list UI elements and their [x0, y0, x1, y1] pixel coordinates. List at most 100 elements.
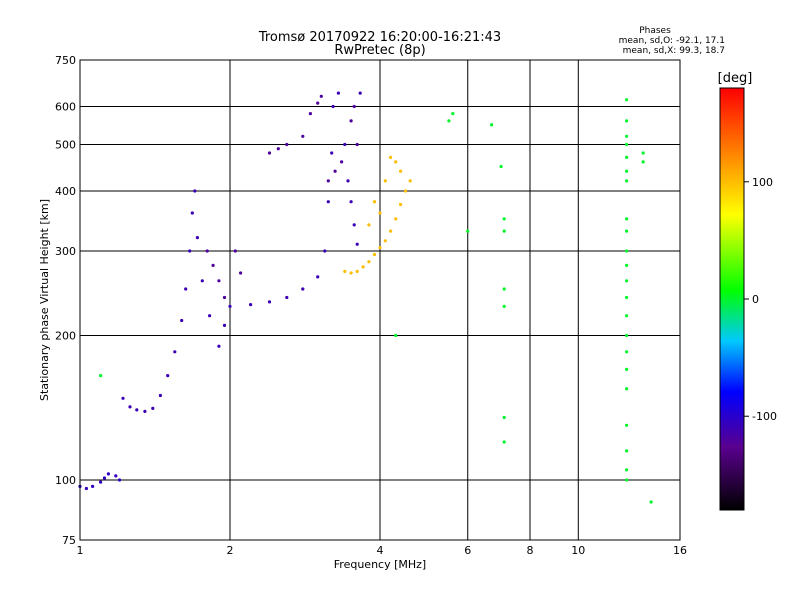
y-tick-label: 200: [55, 330, 76, 343]
data-point: [625, 98, 629, 102]
data-point: [316, 101, 320, 105]
data-point: [625, 279, 629, 283]
colorbar-tick-label: 100: [752, 176, 773, 189]
data-point: [249, 303, 253, 307]
data-point: [378, 246, 382, 250]
data-point: [372, 252, 377, 257]
data-point: [217, 344, 221, 348]
data-point: [228, 304, 232, 308]
data-point: [625, 423, 629, 427]
data-point: [349, 271, 353, 275]
stats-x-mode: mean, sd,X: 99.3, 18.7: [623, 46, 725, 56]
data-point: [649, 500, 653, 504]
data-point: [355, 242, 359, 246]
data-point: [502, 217, 506, 221]
data-point: [188, 249, 192, 253]
data-point: [217, 279, 221, 283]
data-point: [102, 476, 107, 480]
data-point: [301, 287, 305, 291]
data-point: [372, 200, 377, 204]
data-point: [394, 333, 398, 338]
data-point: [285, 295, 289, 300]
data-point: [394, 160, 398, 164]
data-point: [625, 217, 629, 221]
data-point: [389, 229, 393, 233]
data-point: [106, 472, 110, 476]
data-point: [158, 393, 162, 398]
data-point: [200, 279, 204, 283]
data-point: [625, 295, 629, 300]
x-tick-label: 16: [673, 544, 687, 557]
data-point: [99, 480, 103, 484]
colorbar: [719, 87, 745, 511]
data-point: [184, 287, 188, 291]
data-point: [326, 200, 330, 204]
data-point: [358, 91, 362, 95]
data-point: [625, 249, 629, 253]
data-point: [267, 300, 272, 304]
colorbar-tick-label: 0: [752, 293, 759, 306]
colorbar-ticks: 100 0 -100: [744, 176, 777, 423]
x-axis-ticks: 1 2 4 6 8 10 16: [77, 544, 688, 557]
data-point: [355, 142, 359, 147]
data-point: [641, 160, 645, 164]
data-point: [308, 112, 312, 116]
y-tick-label: 400: [55, 185, 76, 198]
data-point: [625, 478, 629, 482]
data-point: [319, 94, 323, 98]
data-point: [331, 104, 335, 109]
data-point: [349, 119, 353, 123]
data-point: [222, 295, 227, 300]
y-tick-label: 300: [55, 245, 76, 258]
data-point: [340, 160, 344, 164]
data-point: [208, 314, 212, 318]
data-point: [233, 249, 237, 253]
data-point: [466, 229, 470, 233]
data-point: [117, 478, 122, 482]
data-point: [625, 449, 629, 453]
data-point: [389, 155, 393, 159]
data-point: [166, 374, 170, 378]
data-point: [367, 223, 371, 227]
data-point: [316, 275, 320, 279]
data-point: [195, 236, 199, 240]
data-point: [502, 287, 506, 291]
data-point: [326, 179, 330, 183]
grid-lines: [80, 60, 680, 540]
x-tick-label: 8: [527, 544, 534, 557]
data-point: [399, 202, 403, 207]
data-point: [333, 169, 337, 173]
data-point: [128, 405, 132, 409]
data-point: [451, 112, 455, 116]
data-point: [625, 367, 629, 371]
data-point: [173, 350, 177, 354]
x-axis-label: Frequency [MHz]: [334, 558, 426, 571]
x-tick-label: 4: [377, 544, 384, 557]
data-point: [403, 189, 408, 193]
y-axis-ticks: 75 100 200 300 400 500 600 750: [55, 54, 76, 547]
data-point: [502, 415, 506, 420]
data-point: [502, 440, 506, 444]
x-tick-label: 2: [227, 544, 234, 557]
plot-frame: [79, 59, 681, 541]
chart-title: Tromsø 20170922 16:20:00-16:21:43: [258, 30, 501, 45]
x-tick-label: 10: [571, 544, 585, 557]
data-point: [352, 223, 356, 227]
data-point: [502, 304, 506, 308]
data-point: [343, 269, 347, 273]
data-point: [121, 396, 125, 400]
data-point: [625, 134, 629, 138]
colorbar-label: [deg]: [718, 71, 753, 86]
data-point: [490, 123, 494, 127]
data-point: [346, 179, 350, 183]
data-point: [343, 142, 347, 147]
data-point: [625, 333, 629, 338]
data-point: [399, 169, 403, 173]
y-axis-label: Stationary phase Virtual Height [km]: [38, 199, 51, 401]
stats-o-mode: mean, sd,O: -92.1, 17.1: [619, 36, 725, 46]
data-point: [625, 119, 629, 123]
data-point: [352, 104, 356, 109]
chart-subtitle: RwPretec (8p): [334, 43, 425, 58]
data-point: [190, 211, 194, 215]
data-point: [143, 409, 147, 413]
